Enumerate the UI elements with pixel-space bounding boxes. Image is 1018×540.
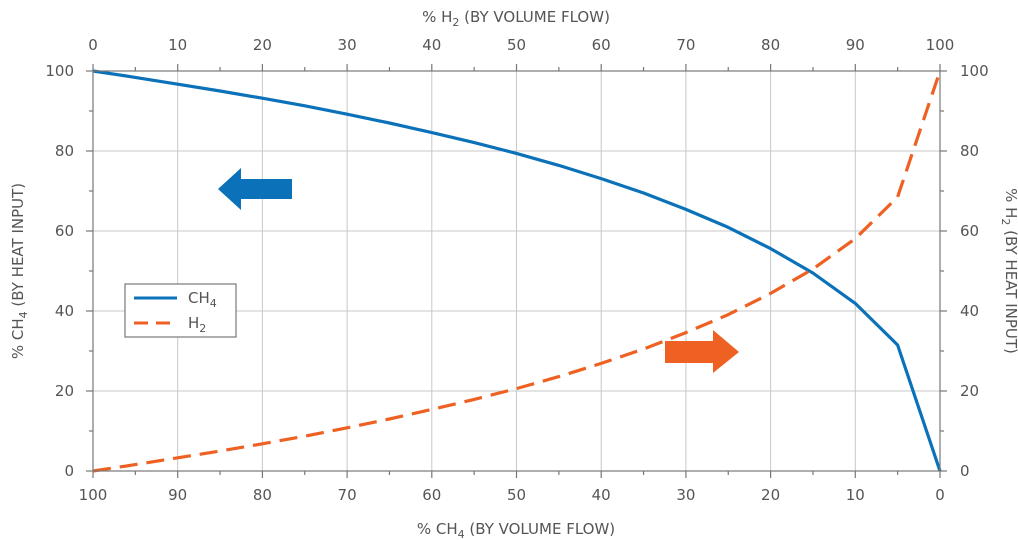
- y-left-tick-label: 80: [55, 142, 74, 160]
- y-right-tick-label: 80: [960, 142, 979, 160]
- x-top-tick-label: 80: [761, 36, 780, 54]
- x-top-tick-label: 0: [88, 36, 98, 54]
- right-arrow-icon: [665, 330, 739, 373]
- x-bottom-tick-label: 100: [79, 486, 108, 504]
- x-bottom-tick-label: 30: [676, 486, 695, 504]
- legend: CH4 H2: [124, 283, 237, 338]
- x-bottom-tick-label: 0: [935, 486, 945, 504]
- x-bottom-tick-label: 70: [338, 486, 357, 504]
- x-top-tick-label: 100: [926, 36, 955, 54]
- y-right-tick-label: 100: [960, 62, 989, 80]
- x-bottom-axis-title: % CH4 (BY VOLUME FLOW): [417, 520, 615, 540]
- series-layer: [92, 69, 942, 473]
- x-top-tick-label: 70: [676, 36, 695, 54]
- series-line-ch4: [92, 69, 942, 472]
- y-left-axis-title: % CH4 (BY HEAT INPUT): [9, 183, 30, 359]
- legend-label-h2: H2: [188, 314, 206, 335]
- y-right-tick-label: 20: [960, 382, 979, 400]
- legend-box: [124, 283, 237, 338]
- x-top-tick-label: 20: [253, 36, 272, 54]
- x-bottom-tick-label: 40: [592, 486, 611, 504]
- left-arrow-icon: [218, 168, 292, 210]
- x-top-tick-label: 40: [422, 36, 441, 54]
- x-bottom-tick-label: 20: [761, 486, 780, 504]
- y-right-tick-label: 40: [960, 302, 979, 320]
- plot-frame: [92, 70, 941, 472]
- y-right-tick-label: 0: [960, 462, 970, 480]
- y-left-tick-label: 20: [55, 382, 74, 400]
- x-bottom-tick-label: 10: [846, 486, 865, 504]
- x-top-tick-label: 30: [338, 36, 357, 54]
- y-left-tick-label: 100: [45, 62, 74, 80]
- grid: [93, 71, 940, 471]
- x-top-axis-title: % H2 (BY VOLUME FLOW): [422, 8, 610, 29]
- x-bottom-tick-label: 60: [422, 486, 441, 504]
- y-left-tick-label: 0: [64, 462, 74, 480]
- y-left-tick-label: 60: [55, 222, 74, 240]
- x-top-tick-label: 10: [168, 36, 187, 54]
- x-top-tick-label: 50: [507, 36, 526, 54]
- series-line-h2: [92, 70, 942, 473]
- legend-label-ch4: CH4: [188, 289, 217, 310]
- minor-ticks: [86, 64, 947, 478]
- y-right-tick-label: 60: [960, 222, 979, 240]
- y-right-axis-title: % H2 (BY HEAT INPUT): [999, 188, 1018, 354]
- x-bottom-tick-label: 80: [253, 486, 272, 504]
- x-top-tick-label: 90: [846, 36, 865, 54]
- y-left-tick-label: 40: [55, 302, 74, 320]
- x-top-tick-label: 60: [592, 36, 611, 54]
- x-bottom-tick-label: 90: [168, 486, 187, 504]
- x-bottom-tick-label: 50: [507, 486, 526, 504]
